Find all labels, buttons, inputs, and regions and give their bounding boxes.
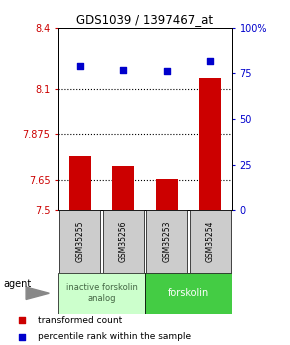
Point	[121, 67, 126, 72]
Polygon shape	[26, 287, 49, 299]
Text: GSM35253: GSM35253	[162, 221, 171, 262]
Bar	[145, 273, 232, 314]
Text: transformed count: transformed count	[38, 316, 122, 325]
Bar	[113, 166, 134, 210]
Text: agent: agent	[3, 279, 31, 289]
Text: inactive forskolin
analog: inactive forskolin analog	[66, 283, 137, 303]
Text: GSM35255: GSM35255	[75, 221, 84, 262]
Point	[208, 58, 213, 63]
Point	[20, 318, 25, 323]
Bar	[103, 210, 144, 273]
Title: GDS1039 / 1397467_at: GDS1039 / 1397467_at	[77, 13, 213, 27]
Bar	[59, 210, 100, 273]
Text: GSM35256: GSM35256	[119, 221, 128, 262]
Bar	[190, 210, 231, 273]
Bar	[146, 210, 187, 273]
Bar	[156, 179, 177, 210]
Text: percentile rank within the sample: percentile rank within the sample	[38, 332, 191, 341]
Text: forskolin: forskolin	[168, 288, 209, 298]
Point	[164, 69, 169, 74]
Bar	[58, 273, 145, 314]
Point	[77, 63, 82, 69]
Text: GSM35254: GSM35254	[206, 221, 215, 262]
Bar	[69, 156, 90, 210]
Bar	[200, 78, 221, 210]
Point	[20, 334, 25, 339]
